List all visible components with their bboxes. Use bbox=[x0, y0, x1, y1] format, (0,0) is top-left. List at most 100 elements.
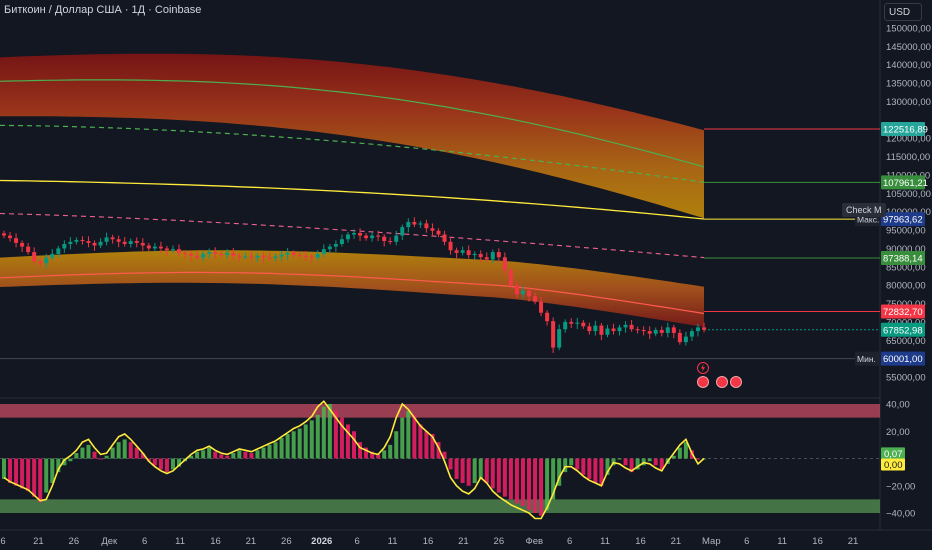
candle-body bbox=[291, 252, 296, 256]
time-tick-label: 11 bbox=[175, 536, 185, 547]
osc-bar bbox=[309, 420, 314, 459]
price-badge-text: 87388,14 bbox=[883, 254, 923, 265]
candle-body bbox=[261, 255, 266, 258]
time-tick-label: 21 bbox=[671, 536, 682, 547]
candle-body bbox=[551, 321, 556, 348]
osc-bar bbox=[255, 450, 260, 459]
osc-bar bbox=[484, 458, 489, 484]
osc-bar bbox=[653, 458, 658, 466]
osc-bar bbox=[104, 455, 109, 459]
osc-bar bbox=[533, 458, 538, 513]
candle-body bbox=[539, 301, 544, 313]
osc-bar bbox=[213, 451, 218, 459]
osc-bar bbox=[303, 424, 308, 459]
candle-body bbox=[448, 241, 453, 251]
osc-bar bbox=[436, 442, 441, 459]
candle-body bbox=[454, 250, 459, 253]
osc-bar bbox=[575, 458, 580, 470]
osc-bar bbox=[412, 414, 417, 459]
osc-bar bbox=[629, 458, 634, 473]
candle-body bbox=[611, 328, 616, 332]
candle-body bbox=[418, 223, 423, 225]
candle-body bbox=[201, 253, 206, 258]
osc-bar bbox=[563, 458, 568, 473]
osc-bar bbox=[249, 453, 254, 459]
osc-bar bbox=[358, 442, 363, 459]
time-tick-label: 26 bbox=[494, 536, 505, 547]
currency-selector[interactable]: USD bbox=[884, 3, 922, 21]
osc-bar bbox=[291, 431, 296, 459]
event-icon-1[interactable] bbox=[697, 376, 709, 388]
candle-body bbox=[110, 237, 115, 240]
osc-bar bbox=[2, 458, 6, 479]
osc-bar bbox=[508, 458, 513, 500]
osc-bar bbox=[32, 458, 37, 497]
candle-body bbox=[327, 246, 332, 250]
candle-body bbox=[358, 232, 363, 236]
candle-body bbox=[243, 256, 248, 258]
candle-body bbox=[68, 241, 73, 245]
time-tick-label: Дек bbox=[101, 536, 118, 547]
price-tick-label: 80000,00 bbox=[886, 281, 926, 292]
osc-bar bbox=[44, 458, 49, 493]
candle-body bbox=[641, 329, 646, 332]
candle-body bbox=[508, 270, 513, 286]
candle-body bbox=[44, 257, 49, 264]
osc-bar bbox=[243, 451, 248, 459]
dashed-pink-ma bbox=[0, 212, 705, 259]
candle-body bbox=[466, 250, 471, 256]
candle-body bbox=[569, 321, 574, 324]
time-tick-label: 21 bbox=[848, 536, 859, 547]
badge-label: Мин. bbox=[857, 354, 876, 364]
osc-bar bbox=[551, 458, 556, 500]
candle-body bbox=[382, 236, 387, 242]
price-tick-label: 130000,00 bbox=[886, 97, 931, 108]
osc-bar bbox=[490, 458, 495, 489]
candle-body bbox=[273, 256, 278, 258]
time-tick-label: 11 bbox=[388, 536, 398, 547]
osc-bar bbox=[587, 458, 592, 479]
price-tick-label: 95000,00 bbox=[886, 226, 926, 237]
candle-body bbox=[527, 290, 531, 297]
osc-bar bbox=[599, 458, 604, 486]
time-tick-label: 26 bbox=[69, 536, 80, 547]
candle-body bbox=[26, 246, 31, 253]
osc-bar bbox=[327, 404, 332, 459]
candle-body bbox=[134, 241, 139, 243]
candle-body bbox=[177, 249, 181, 253]
price-tick-label: 105000,00 bbox=[886, 189, 931, 200]
candle-body bbox=[545, 312, 550, 322]
osc-bar bbox=[605, 458, 610, 475]
price-badge-text: 122516,89 bbox=[883, 124, 928, 135]
osc-bar bbox=[74, 453, 79, 459]
candle-body bbox=[50, 253, 55, 258]
candle-body bbox=[309, 256, 314, 258]
price-badge bbox=[881, 251, 925, 266]
candle-body bbox=[122, 241, 127, 245]
osc-bar bbox=[695, 458, 700, 460]
osc-bar bbox=[454, 458, 459, 479]
osc-bar bbox=[140, 453, 145, 459]
osc-bar bbox=[382, 450, 387, 459]
candle-body bbox=[128, 241, 133, 245]
event-icon-2[interactable] bbox=[716, 376, 728, 388]
candle-body bbox=[219, 253, 224, 256]
event-icon-3[interactable] bbox=[730, 376, 742, 388]
osc-bar bbox=[170, 458, 175, 470]
candle-body bbox=[424, 223, 429, 229]
symbol-title[interactable]: Биткоин / Доллар США · 1Д · Coinbase bbox=[4, 4, 202, 16]
candle-body bbox=[388, 241, 393, 243]
price-badge-text: 107961,21 bbox=[883, 178, 928, 189]
candle-body bbox=[478, 253, 483, 258]
osc-bar bbox=[267, 444, 272, 459]
price-badge-text: 97963,62 bbox=[883, 215, 923, 226]
lightning-event-icon[interactable] bbox=[697, 362, 709, 374]
price-tick-label: 90000,00 bbox=[886, 244, 926, 255]
candle-body bbox=[164, 248, 169, 251]
osc-bar bbox=[352, 431, 356, 459]
price-badge bbox=[881, 121, 925, 136]
time-tick-label: 6 bbox=[142, 536, 147, 547]
candle-body bbox=[442, 234, 447, 242]
osc-bar bbox=[647, 458, 652, 462]
